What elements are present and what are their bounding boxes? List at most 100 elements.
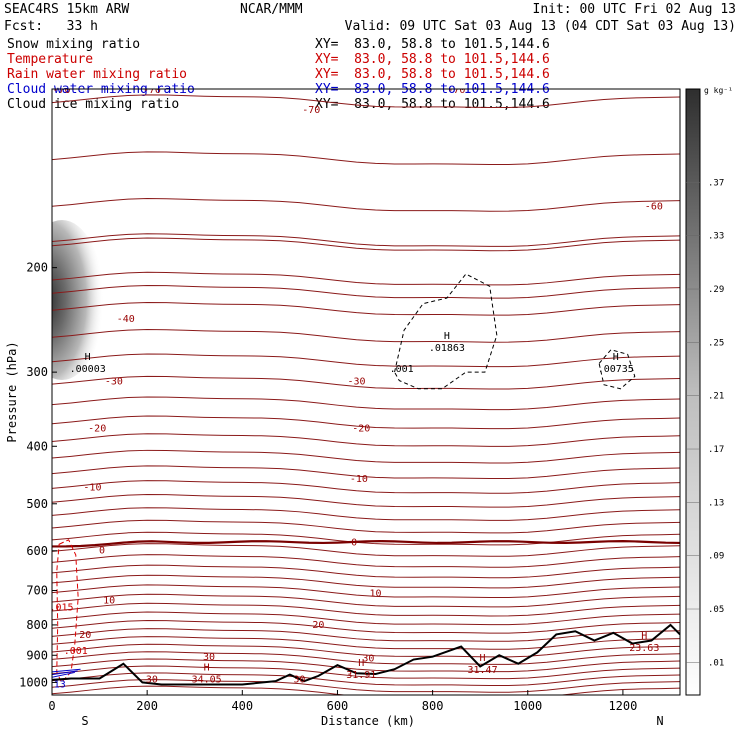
contour-value-label: .015 [49,603,73,614]
isotherm-line [52,619,680,634]
center-label: NCAR/MMM [240,2,303,17]
isotherm-line [52,672,680,687]
colorbar-tick-label: .21 [708,392,724,402]
isotherm-line [52,449,680,464]
field-label-temperature: Temperature [7,52,94,67]
y-tick-label: 800 [26,618,48,632]
isotherm-line [52,543,680,557]
y-tick-label: 1000 [19,675,48,689]
field-xy-snow: XY= 83.0, 58.8 to 101.5,144.6 [315,37,550,52]
high-value: .01863 [429,343,465,354]
high-marker: H [613,352,619,363]
high-value: .00735 [598,364,634,375]
colorbar-tick-label: .17 [708,445,724,455]
isotherm-label: -70 [52,85,70,96]
isotherm-line [52,611,680,626]
isotherm-label: 10 [103,596,115,607]
isotherm-line [52,237,680,252]
terrain-line [52,623,680,686]
y-tick-label: 200 [26,261,48,275]
field-label-cloud-ice: Cloud ice mixing ratio [7,97,180,112]
field-xy-rain: XY= 83.0, 58.8 to 101.5,144.6 [315,67,550,82]
isotherm-line [52,685,680,695]
x-tick-label: 1000 [513,699,542,713]
y-tick-label: 400 [26,439,48,453]
isotherm-label: -30 [105,377,123,388]
isotherm-line [52,679,680,693]
x-tick-label: 400 [231,699,253,713]
isotherm-label: 30 [146,675,158,686]
contour-labels: -70 -70 -70 -70 -60 -40 -30 -30 -20 -20 -10 -10 0 0 10… [48,85,663,691]
isotherm-label: 30 [293,675,305,686]
high-marker: H [358,658,364,669]
isotherm-line [52,602,680,617]
x-tick-label: 0 [48,699,55,713]
y-tick-label: 600 [26,544,48,558]
isotherm-line [52,494,680,508]
plot-frame [51,88,681,696]
contour-value-label: .13 [48,680,66,691]
cloud-ice-contour [598,349,636,390]
colorbar-tick-label: .05 [708,605,724,615]
cloud-water-contour [52,668,81,673]
isotherm-line [52,658,680,673]
isotherm-label: -20 [88,424,106,435]
high-value: .00003 [70,364,106,375]
x-tick-label: 600 [327,699,349,713]
isotherm-label: -10 [350,474,368,485]
isotherm-line [52,302,680,316]
x-axis-label: Distance (km) [321,714,415,728]
colorbar-tick-label: .01 [708,658,724,668]
isotherm-label: -70 [302,105,320,116]
isotherm-line [52,651,680,665]
isotherm-label: -60 [645,201,663,212]
isotherm-line [52,507,680,521]
isotherm-label: 30 [203,652,215,663]
init-time: Init: 00 UTC Fri 02 Aug 13 [532,2,737,17]
high-marker: H [85,352,91,363]
isotherm-line [52,415,680,430]
cloud-water-contour [52,671,75,678]
isotherm-label: -40 [117,314,135,325]
isotherm-line [52,554,680,568]
contour-value-label: .001 [390,364,414,375]
isotherm-line [52,396,680,411]
high-value: 31.47 [468,665,498,676]
colorbar-tick-label: .25 [708,338,724,348]
x-tick-label: 1200 [608,699,637,713]
isotherm-line [52,433,680,447]
snow-shading [52,220,104,380]
isotherm-label: -30 [347,377,365,388]
high-marker: H [444,331,450,342]
isotherm-label: 30 [362,653,374,664]
colorbar-tick-label: .13 [708,498,724,508]
high-marker: H [641,631,647,642]
y-tick-label: 500 [26,497,48,511]
forecast-hour: Fcst: 33 h [4,19,98,34]
valid-time: Valid: 09 UTC Sat 03 Aug 13 (04 CDT Sat … [344,19,736,34]
cloud-ice-contour [394,273,498,390]
x-end-label-north: N [656,714,663,728]
isotherm-line [52,665,680,680]
y-axis-label: Pressure (hPa) [5,341,19,442]
field-xy-temperature: XY= 83.0, 58.8 to 101.5,144.6 [315,52,550,67]
isotherm-line [52,643,680,658]
isotherm-line [52,94,680,109]
high-marker: H [204,663,210,674]
isotherm-line [52,574,680,589]
x-tick-label: 200 [136,699,158,713]
cloud-water-contour [52,670,78,676]
isotherm-line [52,151,680,166]
contour-value-label: .001 [64,646,88,657]
colorbar-tick-label: .09 [708,552,724,562]
isotherm-label: 10 [369,588,381,599]
high-marker: H [480,653,486,664]
isotherm-line [52,329,680,343]
x-end-label-south: S [81,714,88,728]
model-title: SEAC4RS 15km ARW [4,2,130,17]
high-value: 31.91 [346,670,376,681]
field-label-rain: Rain water mixing ratio [7,67,188,82]
y-tick-label: 300 [26,365,48,379]
isotherm-label: 20 [79,630,91,641]
